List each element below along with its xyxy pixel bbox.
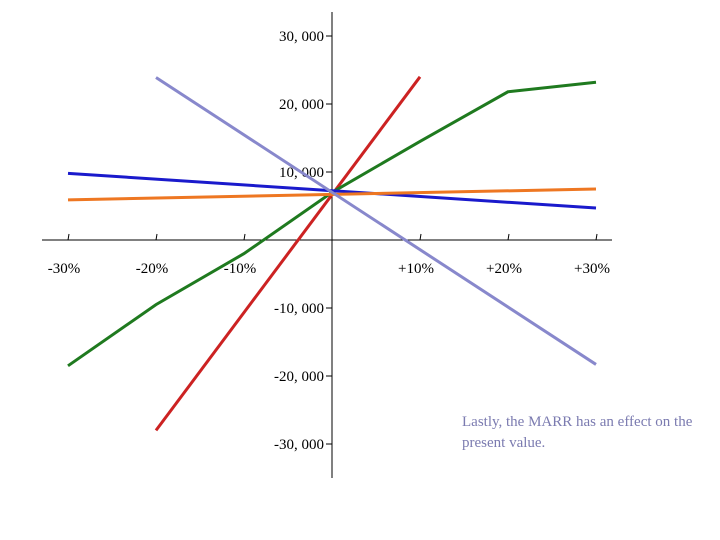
- x-tick-label: +30%: [574, 261, 610, 277]
- y-tick-label: -20, 000: [274, 369, 324, 385]
- x-tick-label: -30%: [48, 261, 81, 277]
- series-line-4: [67, 187, 597, 202]
- x-tick-mark: [595, 233, 598, 241]
- y-tick-label: -30, 000: [274, 437, 324, 453]
- y-tick-label: 20, 000: [279, 97, 324, 113]
- x-tick-mark: [419, 233, 422, 241]
- annotation-text: Lastly, the MARR has an effect on the pr…: [462, 414, 693, 451]
- x-tick-label: -10%: [224, 261, 257, 277]
- x-tick-mark: [507, 233, 510, 241]
- axes: [42, 12, 612, 478]
- x-tick-mark: [243, 233, 246, 241]
- x-tick-mark: [155, 233, 158, 241]
- x-axis-ticks: -30% -20% -10% +10% +20% +30%: [48, 233, 610, 277]
- series-lines: [67, 75, 597, 432]
- y-tick-label: -10, 000: [274, 301, 324, 317]
- x-tick-label: -20%: [136, 261, 169, 277]
- x-tick-mark: [67, 233, 70, 241]
- series-line-1: [154, 75, 422, 432]
- x-tick-label: +10%: [398, 261, 434, 277]
- series-line-5: [155, 76, 597, 366]
- x-tick-label: +20%: [486, 261, 522, 277]
- y-tick-label: 30, 000: [279, 29, 324, 45]
